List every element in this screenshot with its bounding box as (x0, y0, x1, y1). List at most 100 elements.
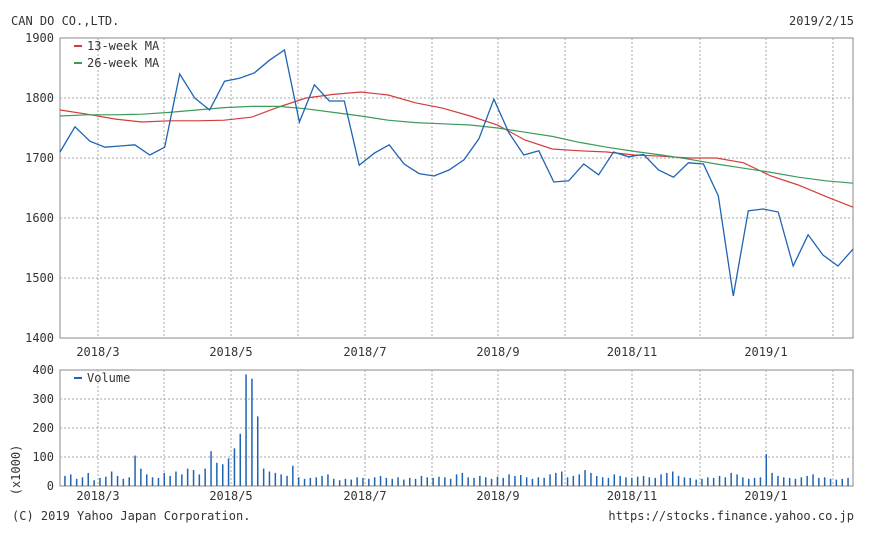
volume-x-tick-label: 2018/7 (343, 489, 386, 503)
price-x-tick-label: 2018/5 (209, 345, 252, 359)
volume-bar (397, 477, 399, 486)
volume-bar (403, 479, 405, 486)
volume-y-tick-label: 0 (47, 479, 54, 493)
price-y-tick-label: 1500 (25, 271, 54, 285)
volume-bar (566, 477, 569, 486)
volume-bar (449, 478, 452, 487)
volume-bar (239, 433, 241, 486)
volume-bar (257, 416, 259, 486)
volume-bar (438, 476, 440, 486)
volume-bar (163, 472, 165, 486)
volume-y-axis-label: (x1000) (9, 445, 23, 496)
volume-bar (338, 480, 341, 486)
volume-y-tick-label: 200 (32, 421, 54, 435)
volume-bar (800, 477, 803, 486)
volume-bar (93, 480, 95, 486)
volume-bar (590, 472, 592, 486)
volume-bar (578, 474, 580, 486)
legend-label: 13-week MA (87, 39, 160, 53)
volume-bar (683, 477, 686, 486)
company-name: CAN DO CO.,LTD. (11, 14, 120, 28)
volume-bar (543, 477, 545, 486)
volume-chart: 0 100 200 300 400 2018/3 2018/5 2018/7 2018/9 201… (9, 363, 854, 503)
volume-bar (373, 477, 376, 486)
volume-bar (648, 477, 651, 486)
price-x-tick-label: 2018/3 (76, 345, 119, 359)
volume-bar (297, 477, 300, 486)
volume-bar (105, 476, 107, 486)
volume-bar (555, 472, 557, 486)
volume-bar (321, 475, 323, 486)
volume-bar (473, 477, 475, 486)
volume-bar (490, 478, 493, 487)
volume-bar (280, 474, 282, 486)
volume-bar (216, 462, 218, 486)
volume-bar (70, 474, 72, 486)
volume-bar (847, 477, 849, 486)
volume-bar (742, 477, 744, 486)
volume-bar (736, 474, 738, 486)
copyright-text: (C) 2019 Yahoo Japan Corporation. (12, 509, 251, 523)
volume-bar (759, 477, 762, 486)
volume-bar (718, 475, 721, 486)
volume-bar (748, 478, 750, 487)
volume-bar (712, 477, 715, 486)
volume-bar (344, 478, 347, 487)
volume-bar (666, 472, 668, 486)
volume-bar (315, 477, 317, 486)
volume-bar (350, 479, 352, 486)
legend-label: Volume (87, 371, 130, 385)
price-x-tick-label: 2018/7 (343, 345, 386, 359)
volume-bar (368, 478, 370, 487)
volume-bar (508, 474, 510, 486)
volume-bar (514, 475, 516, 486)
volume-bar (81, 477, 84, 486)
volume-bar (467, 477, 469, 486)
source-url[interactable]: https://stocks.finance.yahoo.co.jp (608, 509, 854, 523)
volume-bar (233, 448, 236, 486)
13-week-ma-line (59, 91, 854, 208)
volume-bar (356, 477, 358, 486)
volume-x-tick-label: 2018/11 (607, 489, 658, 503)
volume-bar (251, 378, 253, 486)
volume-bar (110, 471, 113, 486)
volume-bar (689, 477, 691, 486)
volume-bar (140, 468, 142, 486)
volume-bar (385, 477, 388, 486)
price-frame (59, 37, 854, 339)
volume-bar (613, 474, 615, 486)
volume-bar (210, 451, 212, 486)
volume-bar (426, 477, 428, 486)
volume-bar (636, 476, 639, 486)
legend-label: 26-week MA (87, 56, 160, 70)
volume-bar (262, 468, 265, 486)
volume-y-tick-label: 100 (32, 450, 54, 464)
volume-bar (520, 475, 522, 486)
volume-bar (496, 476, 499, 486)
volume-y-tick-label: 300 (32, 392, 54, 406)
volume-bar (274, 472, 277, 486)
volume-bar (146, 474, 148, 486)
volume-bar (823, 477, 826, 486)
volume-bar (701, 478, 703, 487)
volume-bar (841, 478, 843, 487)
volume-bar (198, 474, 201, 486)
volume-bar (572, 475, 575, 486)
volume-bar (268, 471, 271, 486)
volume-bar (631, 477, 633, 486)
volume-bar (455, 474, 458, 486)
volume-bar (175, 471, 177, 486)
volume-bar (561, 471, 563, 486)
volume-bar (169, 475, 171, 486)
volume-bar (625, 477, 627, 486)
volume-bar (309, 477, 312, 486)
volume-y-tick-label: 400 (32, 363, 54, 377)
price-x-tick-label: 2019/1 (744, 345, 787, 359)
volume-bar (479, 475, 481, 486)
volume-bar (87, 472, 89, 486)
volume-bar (765, 454, 767, 486)
volume-bar (695, 479, 697, 486)
volume-bar (444, 477, 446, 486)
volume-bar (286, 475, 288, 486)
